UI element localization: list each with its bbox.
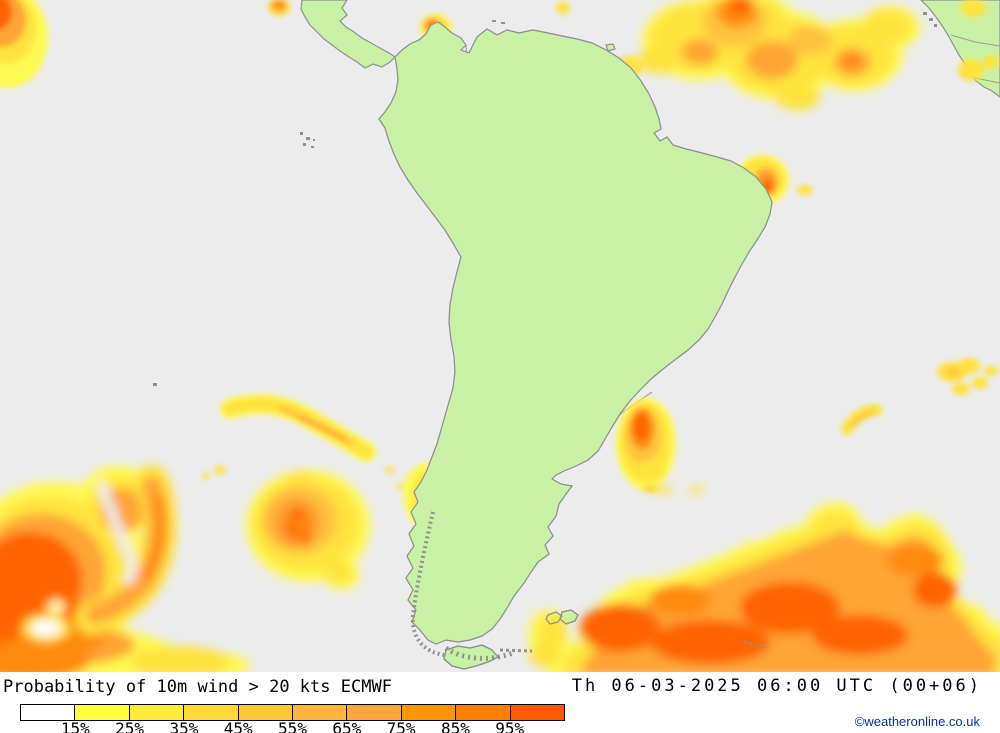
blob-uruguay-coast xyxy=(616,398,676,493)
blob-sw-cyclone xyxy=(0,465,250,672)
legend-label: 55% xyxy=(278,719,307,733)
blob-north-atlantic xyxy=(638,0,920,110)
legend-label: 65% xyxy=(332,719,362,733)
blob-atlantic-curl xyxy=(841,404,882,435)
legend-label: 95% xyxy=(495,719,525,733)
legend-cell xyxy=(456,705,511,720)
islands-layer xyxy=(153,12,937,386)
map-title: Probability of 10m wind > 20 kts ECMWF xyxy=(3,677,392,697)
legend-cell xyxy=(129,705,185,720)
blob-topleft-pacific xyxy=(0,0,48,88)
wind-probability-layer xyxy=(0,0,1000,672)
footer: Probability of 10m wind > 20 kts ECMWF T… xyxy=(0,672,1000,733)
legend-label: 25% xyxy=(115,719,145,733)
legend-cell xyxy=(293,705,348,720)
legend-cell xyxy=(21,705,76,720)
blob-pacific-comma xyxy=(246,470,370,590)
copyright-link[interactable]: ©weatheronline.co.uk xyxy=(854,714,980,729)
map-datetime: Th 06-03-2025 06:00 UTC (00+06) xyxy=(571,676,982,696)
map-area xyxy=(0,0,1000,672)
legend-label: 15% xyxy=(60,719,90,733)
legend-label: 35% xyxy=(169,719,199,733)
legend-cell xyxy=(347,705,402,720)
legend-label: 75% xyxy=(386,719,416,733)
legend-cell xyxy=(184,705,239,720)
blob-right-edge-patches xyxy=(937,358,998,395)
legend-cell xyxy=(238,705,294,720)
legend-labels: 15% 25% 35% 45% 55% 65% 75% 85% 95% xyxy=(0,719,600,733)
coastline-overlay xyxy=(378,21,773,670)
south-america-wind-probability-map xyxy=(0,0,1000,672)
legend-label: 45% xyxy=(223,719,253,733)
blob-south-atlantic xyxy=(528,485,1000,672)
legend-cell xyxy=(401,705,457,720)
legend-label: 85% xyxy=(440,719,470,733)
legend-cell xyxy=(75,705,130,720)
legend-color-bar xyxy=(20,704,565,721)
blob-top-dot xyxy=(268,0,290,16)
blob-pacific-arc xyxy=(220,394,376,462)
legend-cell xyxy=(510,705,565,720)
